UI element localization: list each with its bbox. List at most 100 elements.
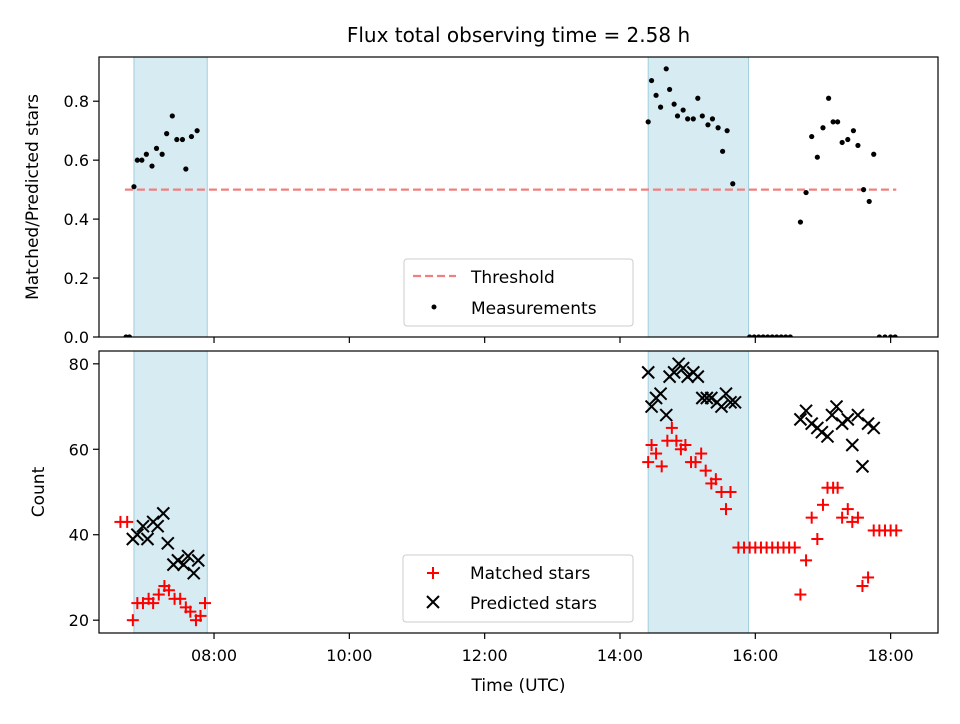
marker-stroke xyxy=(187,566,201,580)
predicted-star-marker xyxy=(191,553,205,568)
measurement-point xyxy=(680,107,686,113)
measurement-point xyxy=(820,125,826,131)
predicted-star-marker xyxy=(700,391,714,405)
predicted-star-marker xyxy=(130,528,145,542)
y-tick-label: 0.6 xyxy=(64,151,89,170)
measurement-point xyxy=(760,334,766,337)
measurement-point xyxy=(194,128,200,134)
ratio-panel: 0.00.20.40.60.8 Matched/Predicted stars … xyxy=(23,56,939,347)
ratio-legend-box xyxy=(403,258,634,327)
predicted-star-marker xyxy=(820,429,835,444)
measurement-point xyxy=(685,116,691,122)
marker-stroke xyxy=(723,395,738,409)
measurement-point xyxy=(159,151,165,157)
marker-stroke xyxy=(851,408,865,422)
matched-star-marker xyxy=(862,571,875,584)
marker-stroke xyxy=(845,438,860,452)
measurement-point xyxy=(866,198,872,205)
matched-star-marker xyxy=(679,439,692,451)
predicted-star-marker xyxy=(659,408,673,422)
matched-star-marker xyxy=(805,511,818,524)
matched-star-marker xyxy=(890,524,903,537)
measurement-point xyxy=(888,334,894,337)
measurement-point xyxy=(671,101,677,107)
predicted-star-marker xyxy=(825,408,839,422)
measurement-point xyxy=(131,184,137,190)
ratio-y-axis-ticks: 0.0 0.2 0.4 0.6 0.8 xyxy=(64,92,99,347)
y-tick-label: 40 xyxy=(69,526,89,545)
marker-stroke xyxy=(644,399,659,414)
matched-star-marker xyxy=(655,460,668,473)
matched-star-marker xyxy=(836,511,849,524)
measurement-point xyxy=(179,136,186,143)
predicted-star-marker xyxy=(187,566,201,580)
predicted-star-marker xyxy=(676,361,690,375)
predicted-star-marker xyxy=(714,399,729,414)
measurement-point xyxy=(839,139,845,146)
observing-window-1 xyxy=(133,351,208,633)
predicted-star-marker xyxy=(799,404,813,418)
legend-predicted-label: Predicted stars xyxy=(470,594,597,614)
marker-stroke xyxy=(181,549,195,563)
matched-star-marker xyxy=(856,580,869,592)
predicted-star-marker xyxy=(136,519,150,533)
legend-matched-label: Matched stars xyxy=(470,564,590,584)
measurement-point xyxy=(149,163,155,169)
marker-stroke xyxy=(728,395,742,409)
count-x-axis-ticks: 08:00 10:00 12:00 14:00 16:00 18:00 xyxy=(191,633,914,665)
measurement-point xyxy=(855,142,861,149)
measurement-point xyxy=(653,92,659,98)
matched-star-marker xyxy=(121,515,134,528)
y-tick-label: 80 xyxy=(69,355,89,374)
matched-stars-points xyxy=(114,421,903,627)
measurement-point xyxy=(845,136,851,143)
measurement-point xyxy=(674,113,681,119)
legend-predicted-swatch xyxy=(426,595,440,609)
matched-star-marker xyxy=(670,434,683,447)
measurement-point xyxy=(715,125,721,131)
observing-window-bands xyxy=(133,57,750,337)
matched-star-marker xyxy=(788,541,801,554)
legend-measurements-swatch xyxy=(431,304,437,310)
measurement-point xyxy=(134,157,140,163)
matched-star-marker xyxy=(831,481,844,494)
marker-stroke xyxy=(130,528,145,542)
matched-star-marker xyxy=(642,456,655,469)
measurement-point xyxy=(126,334,133,337)
measurement-point xyxy=(699,113,705,119)
matched-star-marker xyxy=(841,503,854,516)
count-legend-box xyxy=(402,554,634,623)
measurement-point xyxy=(892,334,898,337)
matched-star-marker xyxy=(851,511,864,524)
count-legend: Matched stars Predicted stars xyxy=(402,554,634,623)
matched-star-marker xyxy=(665,421,678,434)
marker-stroke xyxy=(719,387,733,401)
measurement-point xyxy=(765,334,771,337)
marker-stroke xyxy=(691,369,705,384)
matched-star-marker xyxy=(794,588,807,601)
count-y-axis-ticks: 20 40 60 80 xyxy=(69,355,99,630)
matched-star-marker xyxy=(174,592,187,605)
predicted-star-marker xyxy=(156,506,170,521)
x-tick-label: 08:00 xyxy=(191,646,237,665)
measurement-point xyxy=(705,122,711,128)
marker-stroke xyxy=(641,365,655,380)
predicted-star-marker xyxy=(140,532,155,546)
measurement-point xyxy=(774,334,780,337)
marker-stroke xyxy=(820,429,835,444)
measurement-point xyxy=(143,151,149,157)
measurement-point xyxy=(695,95,701,101)
matched-star-marker xyxy=(689,456,702,469)
measurement-point xyxy=(139,157,145,163)
marker-stroke xyxy=(700,391,714,405)
measurement-point xyxy=(174,136,180,143)
marker-stroke xyxy=(825,408,839,422)
marker-stroke xyxy=(799,404,813,418)
matched-star-marker xyxy=(152,588,165,601)
predicted-star-marker xyxy=(691,369,705,384)
measurement-point xyxy=(809,133,815,140)
marker-stroke xyxy=(829,399,844,414)
predicted-star-marker xyxy=(829,399,844,414)
measurement-point xyxy=(860,187,867,193)
